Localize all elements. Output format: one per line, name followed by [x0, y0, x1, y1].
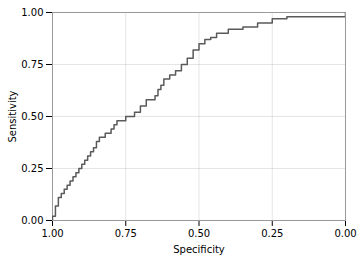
svg-text:0.25: 0.25 [261, 228, 283, 239]
svg-text:0.25: 0.25 [21, 163, 43, 174]
svg-text:1.00: 1.00 [41, 228, 63, 239]
svg-text:0.00: 0.00 [334, 228, 356, 239]
svg-text:0.50: 0.50 [21, 111, 43, 122]
svg-text:0.75: 0.75 [115, 228, 137, 239]
svg-text:0.00: 0.00 [21, 215, 43, 226]
svg-text:Specificity: Specificity [173, 244, 225, 255]
svg-text:1.00: 1.00 [21, 7, 43, 18]
svg-text:0.50: 0.50 [188, 228, 210, 239]
svg-text:0.75: 0.75 [21, 59, 43, 70]
svg-text:Sensitivity: Sensitivity [7, 90, 18, 142]
